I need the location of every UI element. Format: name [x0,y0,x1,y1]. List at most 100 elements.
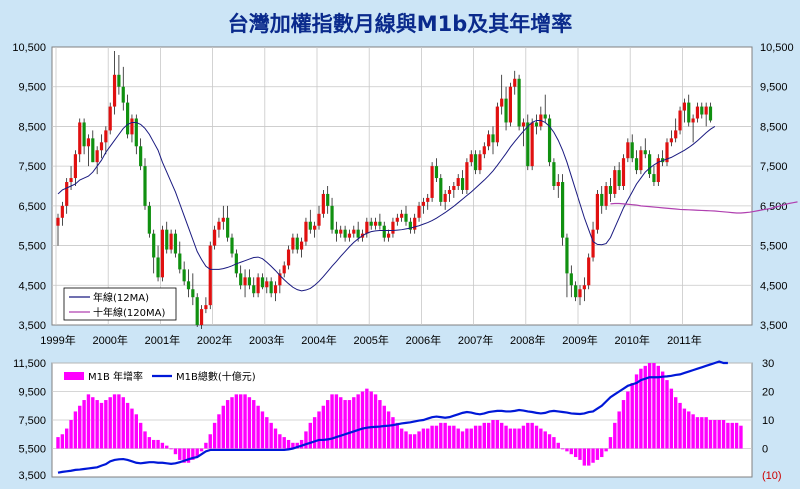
m1b-yoy-bar [730,422,734,449]
main-left-tick-label: 10,500 [12,42,46,54]
candle-body [352,229,356,234]
m1b-yoy-bar [513,428,517,449]
candle-body [221,217,225,222]
candle-body [608,186,613,194]
m1b-yoy-bar [143,431,147,449]
m1b-yoy-bar [182,448,186,463]
candle-body [391,221,395,234]
m1b-yoy-bar [573,448,578,458]
m1b-yoy-bar [704,417,708,449]
candle-body [108,106,112,131]
m1b-yoy-bar [291,442,295,449]
m1b-yoy-bar [160,442,165,449]
m1b-yoy-bar [591,448,595,463]
candle-body [504,98,508,123]
m1b-yoy-bar [500,422,504,449]
candle-body [526,122,530,167]
m1b-yoy-bar [173,448,178,455]
m1b-yoy-bar [299,439,304,449]
candle-body [252,285,256,294]
m1b-yoy-bar [426,428,430,449]
m1b-yoy-bar [278,434,282,449]
candle-body [273,285,278,294]
m1b-yoy-bar [195,448,199,458]
m1b-yoy-bar [413,434,417,449]
main-x-tick-label: 2010年 [614,333,649,347]
m1b-yoy-bar [326,400,330,449]
candle-body [487,134,491,147]
m1b-yoy-bar [256,405,260,449]
m1b-yoy-bar [634,374,639,449]
m1b-yoy-bar [608,437,613,449]
m1b-yoy-bar [95,400,99,449]
candle-body [339,229,343,234]
m1b-yoy-bar [565,448,569,452]
m1b-yoy-bar [478,425,482,449]
m1b-yoy-bar [343,400,347,449]
candle-body [587,257,591,286]
m1b-yoy-bar [339,397,343,449]
m1b-yoy-bars [56,363,743,466]
m1b-yoy-bar [347,400,352,449]
legend-m1b-total-label: M1B總數(十億元) [176,370,256,383]
candle-body [552,162,556,186]
candle-body [278,273,282,286]
m1b-yoy-bar [717,420,721,449]
main-left-tick-label: 9,500 [18,82,46,94]
m1b-yoy-bar [617,411,621,449]
m1b-yoy-bar [621,400,626,449]
ma12-line [57,119,716,292]
m1b-yoy-bar [630,382,634,449]
candle-body [543,114,547,119]
m1b-yoy-bar [495,420,500,449]
candle-body [387,233,391,238]
m1b-yoy-bar [178,448,182,460]
candle-body [186,281,191,290]
m1b-right-tick-label: (10) [762,470,782,482]
candle-body [247,277,251,286]
main-left-tick-label: 6,500 [18,201,46,213]
m1b-yoy-bar [404,431,408,449]
m1b-yoy-bar [687,411,691,449]
candlestick-series [56,50,713,329]
candle-body [674,130,678,139]
m1b-yoy-bar [647,363,652,449]
m1b-yoy-bar [643,365,647,449]
m1b-right-tick-label: 30 [762,358,774,370]
candle-body [112,74,117,107]
candle-body [600,193,604,206]
m1b-yoy-bar [82,400,86,449]
main-right-tick-label: 8,500 [760,121,788,133]
candle-body [413,217,417,230]
candle-body [665,142,669,163]
m1b-yoy-bar [104,400,108,449]
candle-body [165,229,169,250]
m1b-yoy-bar [600,448,604,458]
m1b-yoy-bar [165,445,169,449]
m1b-yoy-bar [273,428,278,449]
m1b-yoy-bar [234,394,239,449]
candle-body [617,170,621,186]
main-right-tick-label: 3,500 [760,320,788,332]
main-x-tick-label: 2002年 [197,333,232,347]
candle-body [365,221,369,234]
main-left-axis-labels: 3,500 4,500 5,500 6,500 7,500 8,500 9,500 10,50… [12,42,46,332]
candle-body [213,229,217,246]
candle-body [156,257,160,278]
m1b-yoy-bar [117,394,121,449]
m1b-right-tick-label: 0 [762,444,768,456]
m1b-yoy-bar [282,437,286,449]
m1b-yoy-bar [304,431,308,449]
m1b-yoy-bar [626,391,630,449]
m1b-yoy-bar [447,425,452,449]
candle-body [56,217,60,226]
candle-body [169,233,173,250]
m1b-yoy-bar [695,417,700,449]
legend-ma12-label: 年線(12MA) [93,291,149,304]
main-right-tick-label: 7,500 [760,161,788,173]
m1b-yoy-bar [543,431,547,449]
candle-body [447,189,452,194]
m1b-yoy-bar [230,397,234,449]
m1b-yoy-bar [421,428,426,449]
candle-body [239,273,243,286]
